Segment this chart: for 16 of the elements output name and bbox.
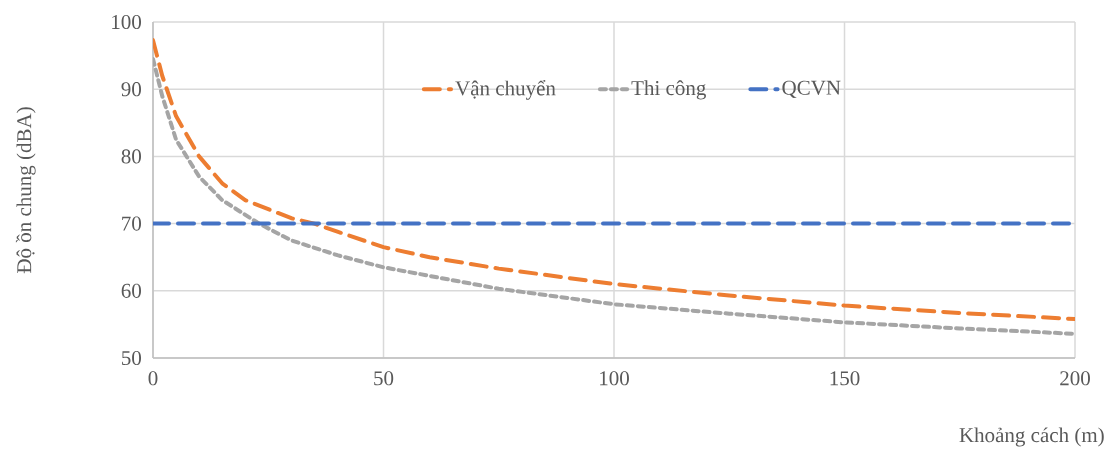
legend-label: Vận chuyển (455, 80, 556, 100)
x-tick-label: 150 (830, 371, 860, 386)
y-axis-title: Độ ồn chung (dBA) (15, 107, 36, 274)
y-tick-label: 70 (122, 216, 141, 231)
y-tick-label: 80 (121, 149, 141, 164)
y-tick-label: 50 (122, 350, 141, 366)
legend-label: QCVN (782, 80, 841, 98)
x-tick-label: 50 (374, 371, 394, 386)
x-tick-label: 100 (600, 371, 629, 386)
x-axis-title: Khoảng cách (m) (959, 427, 1104, 447)
x-tick-label: 200 (1060, 371, 1090, 386)
legend-label: Thi công (631, 80, 706, 100)
y-tick-label: 90 (121, 82, 141, 97)
y-tick-label: 100 (112, 14, 141, 30)
x-tick-label: 0 (148, 371, 158, 386)
y-tick-label: 60 (121, 283, 141, 298)
